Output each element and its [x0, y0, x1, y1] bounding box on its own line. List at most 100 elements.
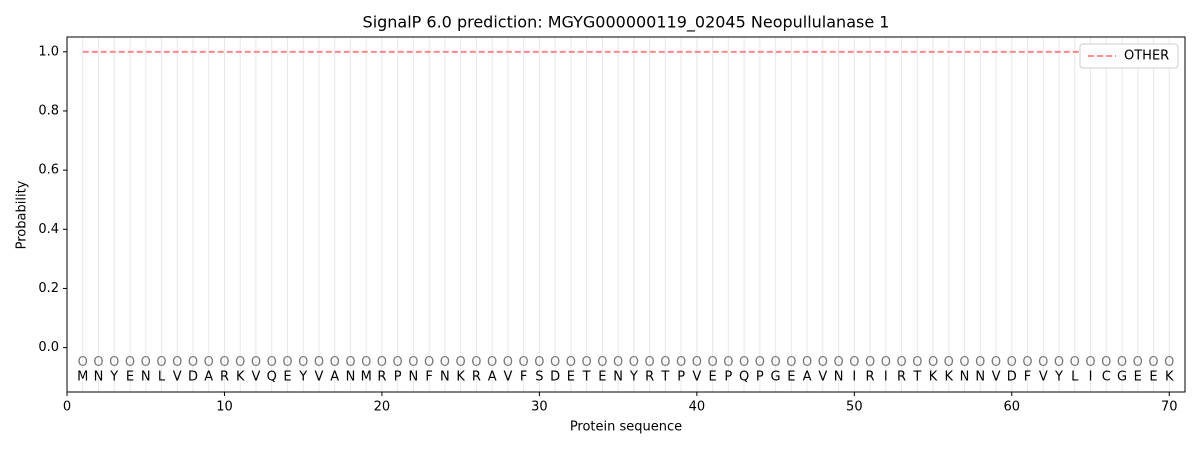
- region-label: O: [330, 355, 340, 370]
- x-tick-label: 20: [374, 400, 391, 415]
- region-label: O: [235, 355, 245, 370]
- x-tick-label: 30: [531, 400, 548, 415]
- residue-label: E: [1134, 370, 1142, 385]
- residue-label: K: [945, 370, 954, 385]
- region-label: O: [156, 355, 166, 370]
- residue-label: N: [960, 370, 970, 385]
- residue-label: V: [1039, 370, 1048, 385]
- residue-label: F: [1024, 370, 1031, 385]
- region-label: O: [597, 355, 607, 370]
- residue-label: N: [94, 370, 104, 385]
- residue-label: K: [1165, 370, 1174, 385]
- region-label: O: [692, 355, 702, 370]
- residue-label: R: [472, 370, 481, 385]
- residue-label: A: [488, 370, 497, 385]
- region-label: O: [1164, 355, 1174, 370]
- residue-label: L: [158, 370, 166, 385]
- x-tick-label: 40: [689, 400, 706, 415]
- residue-label: S: [535, 370, 543, 385]
- residue-label: Y: [1054, 370, 1063, 385]
- region-label: O: [645, 355, 655, 370]
- region-label: O: [78, 355, 88, 370]
- residue-label: V: [173, 370, 182, 385]
- region-label: O: [660, 355, 670, 370]
- region-label: O: [251, 355, 261, 370]
- residue-label: F: [520, 370, 527, 385]
- y-tick-label: 0.2: [38, 281, 59, 296]
- residue-label: E: [787, 370, 795, 385]
- plot-frame: [66, 36, 1186, 393]
- region-label: O: [629, 355, 639, 370]
- x-tick-label: 10: [216, 400, 233, 415]
- region-label: O: [582, 355, 592, 370]
- region-label: O: [802, 355, 812, 370]
- region-label: O: [471, 355, 481, 370]
- region-label: O: [424, 355, 434, 370]
- residue-label: N: [409, 370, 419, 385]
- x-tick-label: 50: [846, 400, 863, 415]
- residue-label: N: [346, 370, 356, 385]
- region-label: O: [408, 355, 418, 370]
- region-label: O: [849, 355, 859, 370]
- region-label: O: [1038, 355, 1048, 370]
- residue-label: M: [77, 370, 88, 385]
- region-label: O: [975, 355, 985, 370]
- residue-label: K: [236, 370, 245, 385]
- residue-label: Q: [267, 370, 277, 385]
- residue-label: E: [126, 370, 134, 385]
- region-label: O: [865, 355, 875, 370]
- region-label: O: [487, 355, 497, 370]
- residue-label: T: [912, 370, 921, 385]
- region-label: O: [896, 355, 906, 370]
- residue-label: G: [771, 370, 781, 385]
- residue-label: V: [992, 370, 1001, 385]
- residue-label: V: [252, 370, 261, 385]
- y-tick-label: 0.8: [38, 103, 59, 118]
- residue-label: Y: [298, 370, 307, 385]
- region-label: O: [282, 355, 292, 370]
- residue-label: A: [803, 370, 812, 385]
- region-label: O: [345, 355, 355, 370]
- region-label: O: [503, 355, 513, 370]
- residue-label: M: [361, 370, 372, 385]
- residue-label: E: [567, 370, 575, 385]
- y-tick-label: 0.4: [38, 222, 59, 237]
- region-label: O: [991, 355, 1001, 370]
- residue-label: N: [613, 370, 623, 385]
- region-label: O: [723, 355, 733, 370]
- residue-label: P: [394, 370, 402, 385]
- region-label: O: [109, 355, 119, 370]
- residue-label: F: [425, 370, 432, 385]
- residue-label: I: [884, 370, 888, 385]
- residue-label: R: [220, 370, 229, 385]
- residue-label: I: [852, 370, 856, 385]
- x-axis-label: Protein sequence: [570, 420, 682, 435]
- residue-label: C: [1102, 370, 1111, 385]
- residue-label: A: [204, 370, 213, 385]
- region-label: O: [393, 355, 403, 370]
- residue-label: D: [188, 370, 198, 385]
- region-label: O: [361, 355, 371, 370]
- residue-label: Y: [109, 370, 118, 385]
- residue-label: D: [550, 370, 560, 385]
- x-tick-label: 0: [63, 400, 71, 415]
- residue-label: V: [314, 370, 323, 385]
- residue-label: N: [834, 370, 844, 385]
- region-label: O: [204, 355, 214, 370]
- region-label: O: [676, 355, 686, 370]
- residue-label: E: [1149, 370, 1157, 385]
- residue-label: V: [503, 370, 512, 385]
- region-label: O: [1133, 355, 1143, 370]
- region-label: O: [188, 355, 198, 370]
- residue-label: N: [141, 370, 151, 385]
- residue-label: T: [582, 370, 591, 385]
- region-label: O: [566, 355, 576, 370]
- region-label: O: [440, 355, 450, 370]
- region-label: O: [519, 355, 529, 370]
- region-label: O: [1085, 355, 1095, 370]
- region-label: O: [1054, 355, 1064, 370]
- region-label: O: [534, 355, 544, 370]
- region-label: O: [1070, 355, 1080, 370]
- residue-label: E: [708, 370, 716, 385]
